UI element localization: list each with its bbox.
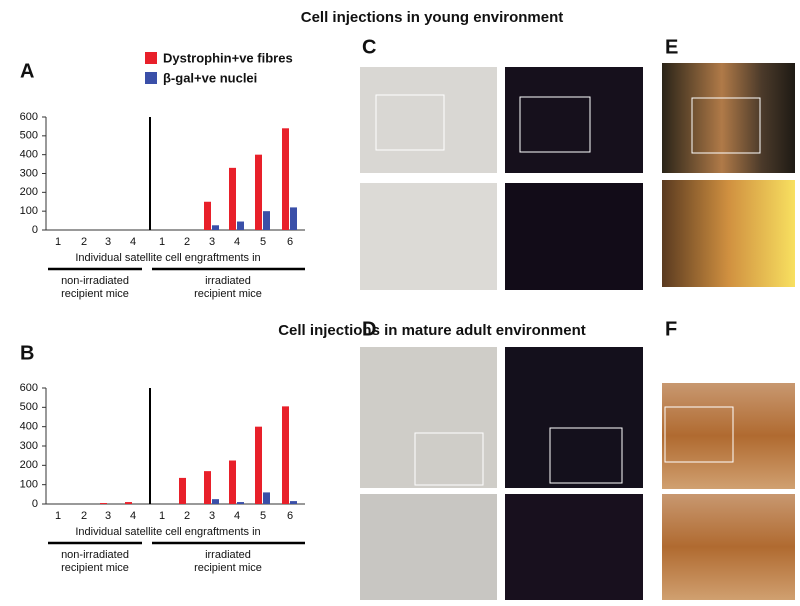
x-axis-label: Individual satellite cell engraftments i… (75, 526, 260, 538)
legend-swatch (145, 52, 157, 64)
micrograph (360, 183, 497, 290)
bar (282, 128, 289, 230)
y-tick-label: 100 (20, 479, 38, 491)
panel-label: C (362, 36, 376, 58)
photo (662, 494, 795, 600)
group-label: irradiated (205, 275, 251, 287)
x-tick-label: 1 (159, 510, 165, 522)
section-title: Cell injections in young environment (301, 9, 564, 26)
bar (282, 406, 289, 504)
panel-label: E (665, 36, 678, 58)
bar (255, 154, 262, 230)
x-tick-label: 6 (287, 510, 293, 522)
legend-label: Dystrophin+ve fibres (163, 50, 293, 65)
x-tick-label: 4 (130, 510, 136, 522)
x-tick-label: 2 (81, 510, 87, 522)
bar (290, 501, 297, 504)
legend-swatch (145, 72, 157, 84)
inset-box (691, 97, 761, 154)
y-tick-label: 600 (20, 111, 38, 123)
x-tick-label: 2 (81, 236, 87, 248)
inset-box (375, 94, 445, 151)
bar (237, 221, 244, 230)
inset-box (414, 432, 484, 486)
bar (100, 503, 107, 504)
bar (212, 225, 219, 230)
panel-label: A (20, 60, 34, 82)
bar (229, 167, 236, 230)
bar (125, 502, 132, 504)
x-tick-label: 1 (55, 510, 61, 522)
micrograph (360, 494, 497, 600)
micrograph (505, 183, 643, 290)
y-tick-label: 400 (20, 149, 38, 161)
inset-box (519, 96, 591, 153)
bar (212, 499, 219, 504)
x-tick-label: 1 (159, 236, 165, 248)
photo (662, 383, 795, 489)
y-tick-label: 0 (32, 498, 38, 510)
micrograph (360, 347, 497, 488)
x-tick-label: 3 (105, 236, 111, 248)
y-tick-label: 0 (32, 224, 38, 236)
photo (662, 180, 795, 287)
x-tick-label: 3 (209, 236, 215, 248)
group-label: non-irradiated (61, 275, 129, 287)
panel-label: B (20, 342, 34, 364)
y-tick-label: 500 (20, 130, 38, 142)
bar (255, 426, 262, 504)
y-tick-label: 500 (20, 401, 38, 413)
legend-label: β-gal+ve nuclei (163, 70, 257, 85)
bar (263, 492, 270, 504)
x-tick-label: 3 (209, 510, 215, 522)
group-label: recipient mice (194, 288, 262, 300)
y-tick-label: 300 (20, 167, 38, 179)
inset-box (549, 427, 623, 484)
inset-box (664, 406, 734, 463)
y-tick-label: 400 (20, 421, 38, 433)
x-tick-label: 3 (105, 510, 111, 522)
bar (204, 471, 211, 504)
group-label: irradiated (205, 549, 251, 561)
panel-label: F (665, 318, 677, 340)
group-label: recipient mice (61, 562, 129, 574)
y-tick-label: 200 (20, 459, 38, 471)
photo (662, 63, 795, 173)
y-tick-label: 200 (20, 186, 38, 198)
bar (229, 460, 236, 504)
x-tick-label: 2 (184, 236, 190, 248)
micrograph (505, 67, 643, 173)
x-tick-label: 4 (234, 236, 240, 248)
bar (179, 477, 186, 504)
group-label: non-irradiated (61, 549, 129, 561)
bar (237, 502, 244, 504)
bar (263, 211, 270, 230)
y-tick-label: 600 (20, 382, 38, 394)
x-tick-label: 1 (55, 236, 61, 248)
bar (204, 201, 211, 230)
y-tick-label: 300 (20, 440, 38, 452)
micrograph (505, 347, 643, 488)
y-tick-label: 100 (20, 205, 38, 217)
x-tick-label: 5 (260, 510, 266, 522)
panel-label: D (362, 318, 376, 340)
x-axis-label: Individual satellite cell engraftments i… (75, 252, 260, 264)
micrograph (505, 494, 643, 600)
bar (290, 207, 297, 230)
x-tick-label: 6 (287, 236, 293, 248)
x-tick-label: 4 (130, 236, 136, 248)
micrograph (360, 67, 497, 173)
x-tick-label: 4 (234, 510, 240, 522)
section-title: Cell injections in mature adult environm… (278, 322, 586, 339)
x-tick-label: 2 (184, 510, 190, 522)
x-tick-label: 5 (260, 236, 266, 248)
group-label: recipient mice (61, 288, 129, 300)
group-label: recipient mice (194, 562, 262, 574)
